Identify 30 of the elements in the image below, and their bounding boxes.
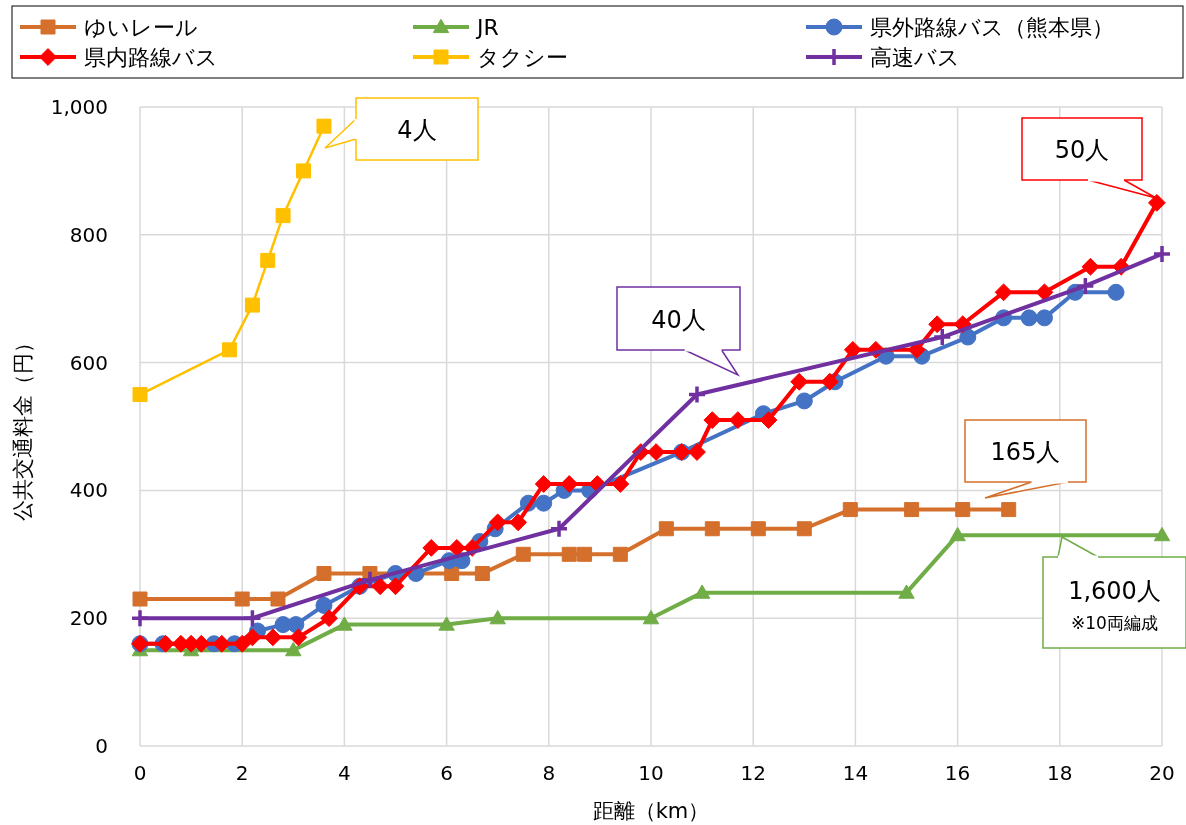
legend-label: JR <box>475 15 499 40</box>
y-tick-label: 0 <box>95 734 108 758</box>
y-tick-label: 400 <box>69 478 108 503</box>
annotation: 165人 <box>990 438 1061 466</box>
x-tick-label: 14 <box>842 761 869 785</box>
annotation: 40人 <box>651 305 706 334</box>
y-tick-label: 800 <box>69 222 108 247</box>
annotation: 4人 <box>397 116 437 144</box>
x-tick-label: 16 <box>944 761 971 785</box>
x-tick-label: 0 <box>133 761 147 785</box>
legend-label: 県外路線バス（熊本県） <box>870 15 1114 40</box>
legend-label: ゆいレール <box>84 15 198 40</box>
legend-label: 県内路線バス <box>84 45 218 70</box>
x-tick-label: 18 <box>1047 761 1073 785</box>
legend-label: 高速バス <box>870 45 960 70</box>
annotation: 50人 <box>1054 136 1110 164</box>
x-tick-label: 4 <box>338 761 351 785</box>
x-axis-title: 距離（km） <box>592 799 710 823</box>
y-axis-title: 公共交通料金（円） <box>11 332 35 521</box>
x-tick-label: 12 <box>740 761 766 785</box>
legend-label: タクシー <box>477 45 568 70</box>
x-tick-label: 20 <box>1149 761 1175 785</box>
x-tick-label: 2 <box>235 761 249 785</box>
x-tick-label: 6 <box>440 761 453 785</box>
x-tick-label: 10 <box>638 761 664 785</box>
x-tick-label: 8 <box>542 761 556 785</box>
y-tick-label: 1,000 <box>50 95 108 119</box>
y-tick-label: 600 <box>69 350 108 375</box>
annotation: 1,600人 ※10両編成 <box>1068 577 1161 633</box>
y-tick-label: 200 <box>69 606 108 631</box>
